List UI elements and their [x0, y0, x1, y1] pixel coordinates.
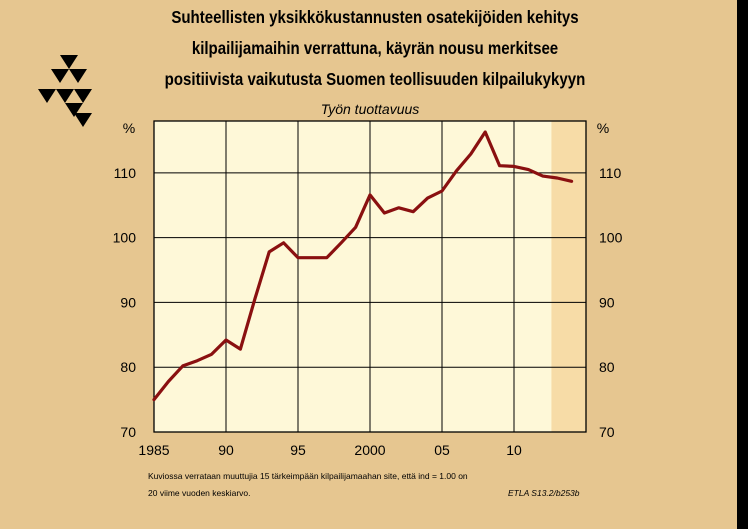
y-tick-label-right: 70 [599, 424, 615, 440]
x-tick-label: 90 [218, 442, 234, 458]
y-unit-right: % [597, 120, 609, 136]
x-tick-label: 2000 [354, 442, 385, 458]
forecast-shade [551, 121, 586, 432]
series-line [152, 130, 574, 402]
footnote-line-1: Kuviossa verrataan muuttujia 15 tärkeimp… [148, 471, 468, 481]
y-unit-left: % [123, 120, 135, 136]
gridlines [154, 121, 586, 432]
x-tick-label: 95 [290, 442, 306, 458]
footnote-line-2: 20 viime vuoden keskiarvo. [148, 488, 251, 498]
chart-title-line-3: positiivista vaikutusta Suomen teollisuu… [164, 69, 586, 89]
x-tick-label: 1985 [138, 442, 169, 458]
source-reference: ETLA S13.2/b253b [508, 488, 580, 498]
y-tick-label-left: 90 [120, 294, 136, 310]
line-chart: 70 70 80 80 90 90 100 100 110 110 1985 90 95 2000 05 10… [113, 120, 623, 458]
y-tick-label-right: 90 [599, 294, 615, 310]
y-tick-label-left: 100 [113, 230, 137, 246]
chart-subtitle: Työn tuottavuus [320, 101, 420, 117]
axis-ticks: 70 70 80 80 90 90 100 100 110 110 1985 90 95 2000 05 10 [113, 165, 623, 458]
y-tick-label-left: 80 [120, 359, 136, 375]
chart-title-line-1: Suhteellisten yksikkökustannusten osatek… [171, 7, 579, 27]
y-tick-label-right: 110 [599, 165, 622, 181]
plot-border [153, 120, 587, 433]
chart-title-line-2: kilpailijamaihin verrattuna, käyrän nous… [191, 38, 559, 58]
etla-logo [38, 55, 92, 127]
y-tick-label-right: 100 [599, 230, 623, 246]
y-tick-label-left: 110 [114, 165, 137, 181]
x-tick-label: 10 [506, 442, 522, 458]
y-tick-label-left: 70 [120, 424, 136, 440]
y-tick-label-right: 80 [599, 359, 615, 375]
x-tick-label: 05 [434, 442, 450, 458]
